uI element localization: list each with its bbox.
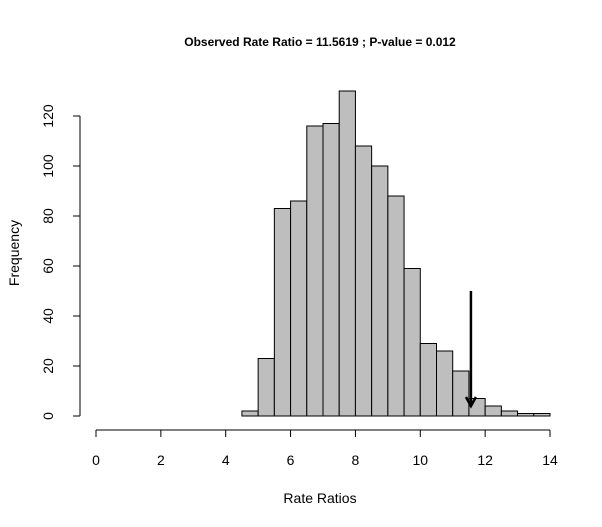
y-axis-tick-label: 0 (40, 412, 56, 420)
y-axis-tick-label: 60 (40, 258, 56, 274)
histogram-bar (354, 145, 373, 417)
histogram-bar (484, 405, 502, 417)
x-axis-tick-label: 12 (477, 452, 493, 468)
x-axis-tick-label: 0 (92, 452, 100, 468)
y-axis-tick-label: 20 (40, 358, 56, 374)
y-axis: 0 20 40 60 80 100 120 (40, 104, 81, 420)
x-axis: 0 2 4 6 8 10 12 14 (92, 429, 558, 468)
histogram-bar (306, 125, 324, 417)
histogram-bar (322, 123, 340, 417)
histogram-bar (273, 208, 292, 417)
x-axis-tick-label: 6 (287, 452, 295, 468)
histogram-bar (403, 268, 421, 417)
y-axis-tick-label: 100 (40, 154, 56, 178)
histogram-bar (436, 350, 454, 417)
observed-arrow-head (464, 396, 478, 409)
x-axis-tick-label: 14 (542, 452, 558, 468)
histogram-bar (290, 200, 308, 417)
histogram-bar (500, 410, 519, 417)
x-axis-tick-label: 8 (352, 452, 360, 468)
y-axis-title: Frequency (6, 220, 22, 286)
x-axis-title: Rate Ratios (283, 490, 356, 506)
histogram-bars (241, 90, 551, 417)
chart-title: Observed Rate Ratio = 11.5619 ; P-value … (184, 35, 456, 49)
histogram-bar (371, 165, 389, 417)
histogram-bar (241, 410, 259, 417)
histogram-bar (338, 90, 356, 417)
x-axis-tick-label: 4 (222, 452, 230, 468)
y-axis-tick-label: 40 (40, 308, 56, 324)
histogram-bar (517, 413, 535, 417)
y-axis-tick-label: 120 (40, 104, 56, 128)
observed-marker (464, 291, 478, 409)
x-axis-tick-label: 10 (412, 452, 428, 468)
histogram-bar (452, 370, 470, 417)
histogram-bar (257, 358, 275, 417)
histogram-bar (533, 413, 551, 417)
x-axis-tick-label: 2 (157, 452, 165, 468)
y-axis-tick-label: 80 (40, 208, 56, 224)
histogram-bar (419, 343, 437, 417)
histogram-bar (387, 195, 405, 417)
